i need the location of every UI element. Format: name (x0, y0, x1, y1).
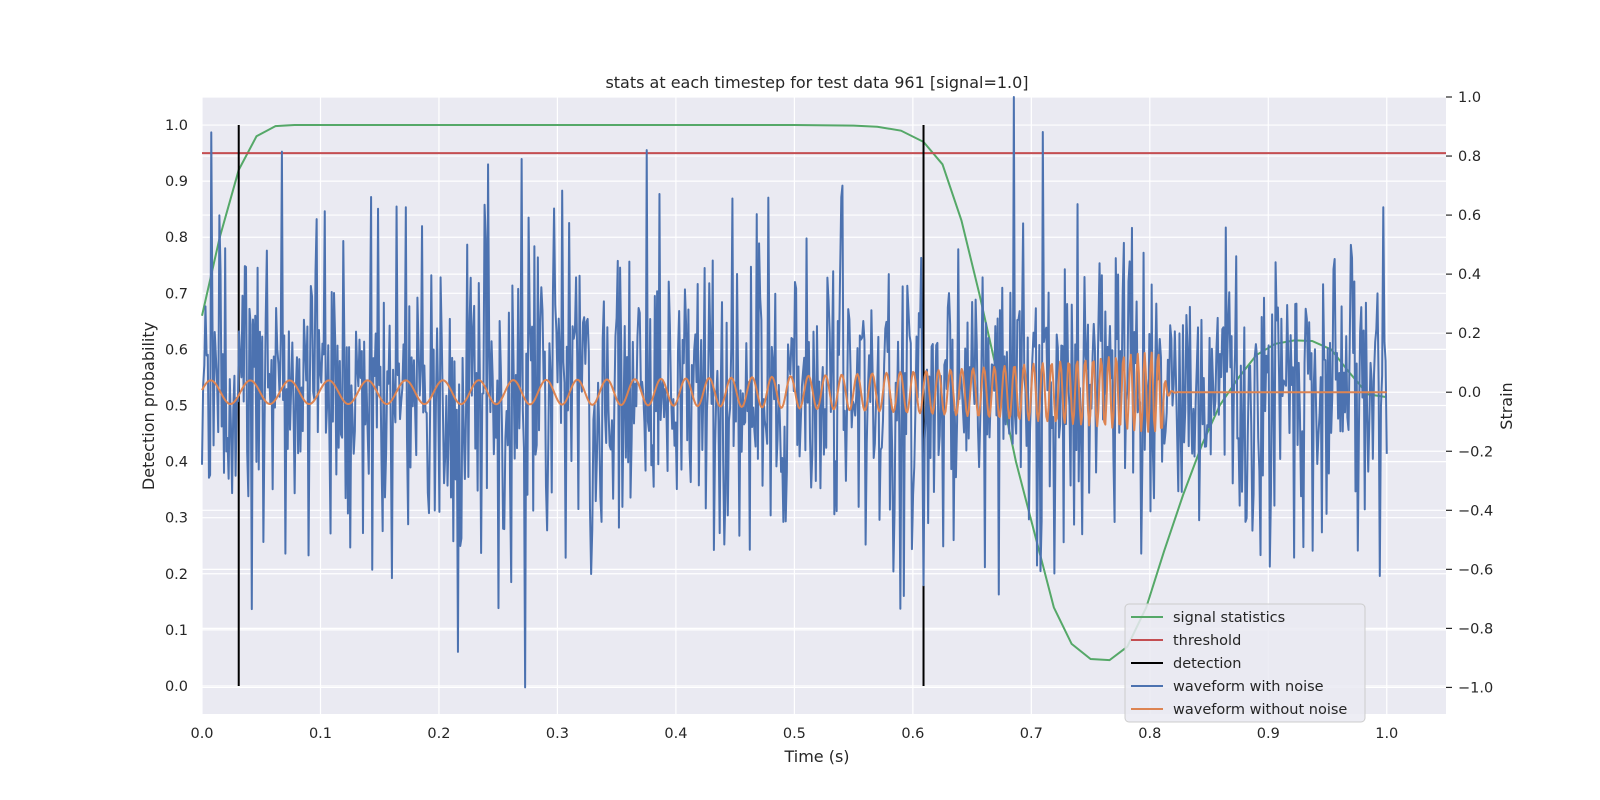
x-tick-label: 0.3 (546, 726, 569, 742)
legend: signal statistics threshold detection wa… (1124, 603, 1366, 723)
right-y-tick-label: −0.8 (1458, 621, 1493, 637)
left-y-tick-label: 0.2 (165, 567, 188, 583)
legend-box (1124, 603, 1366, 723)
x-tick-label: 0.9 (1257, 726, 1280, 742)
right-y-tick-label: 0.8 (1458, 149, 1481, 165)
right-y-axis-ticks: −1.0 −0.8 −0.6 −0.4 −0.2 0.0 0.2 0.4 0.6 0.8 1.0 (1446, 90, 1493, 696)
x-axis-label: Time (s) (783, 747, 849, 766)
left-y-tick-label: 0.8 (165, 230, 188, 246)
series-layer (201, 96, 1446, 689)
right-y-tick-label: −0.6 (1458, 562, 1493, 578)
left-y-tick-label: 0.0 (165, 679, 188, 695)
right-y-tick-label: 0.0 (1458, 385, 1481, 401)
left-y-tick-label: 0.9 (165, 174, 188, 190)
legend-label-waveform-with-noise: waveform with noise (1173, 679, 1324, 695)
x-tick-label: 0.2 (427, 726, 450, 742)
left-y-tick-label: 0.7 (165, 286, 188, 302)
chart-title: stats at each timestep for test data 961… (605, 73, 1028, 92)
x-axis-ticks: 0.0 0.1 0.2 0.3 0.4 0.5 0.6 0.7 0.8 0.9 1.0 (190, 726, 1398, 742)
x-tick-label: 0.7 (1020, 726, 1043, 742)
right-y-tick-label: −0.4 (1458, 503, 1493, 519)
x-tick-label: 0.1 (309, 726, 332, 742)
waveform-with-noise-line (201, 96, 1388, 689)
waveform-without-noise-line (201, 351, 1387, 433)
right-y-tick-label: 0.2 (1458, 326, 1481, 342)
left-y-tick-label: 0.1 (165, 623, 188, 639)
x-tick-label: 0.8 (1138, 726, 1161, 742)
right-y-tick-label: −0.2 (1458, 444, 1493, 460)
right-y-tick-label: 1.0 (1458, 90, 1481, 106)
x-tick-label: 1.0 (1375, 726, 1398, 742)
left-y-tick-label: 1.0 (165, 118, 188, 134)
x-tick-label: 0.0 (190, 726, 213, 742)
legend-label-signal-statistics: signal statistics (1173, 610, 1285, 626)
left-y-tick-label: 0.6 (165, 342, 188, 358)
legend-label-detection: detection (1173, 656, 1241, 672)
right-y-tick-label: −1.0 (1458, 680, 1493, 696)
x-tick-label: 0.6 (901, 726, 924, 742)
left-y-tick-label: 0.3 (165, 511, 188, 527)
right-y-tick-label: 0.6 (1458, 208, 1481, 224)
x-tick-label: 0.4 (664, 726, 687, 742)
x-tick-label: 0.5 (783, 726, 806, 742)
right-y-axis-label: Strain (1497, 382, 1516, 429)
left-y-tick-label: 0.5 (165, 399, 188, 415)
legend-label-threshold: threshold (1173, 633, 1241, 649)
left-y-axis-ticks: 0.0 0.1 0.2 0.3 0.4 0.5 0.6 0.7 0.8 0.9 1.0 (165, 118, 188, 695)
signal-statistics-line (201, 124, 1387, 662)
left-y-tick-label: 0.4 (165, 455, 188, 471)
right-y-tick-label: 0.4 (1458, 267, 1481, 283)
legend-label-waveform-without-noise: waveform without noise (1173, 702, 1347, 718)
left-y-axis-label: Detection probability (139, 322, 158, 490)
